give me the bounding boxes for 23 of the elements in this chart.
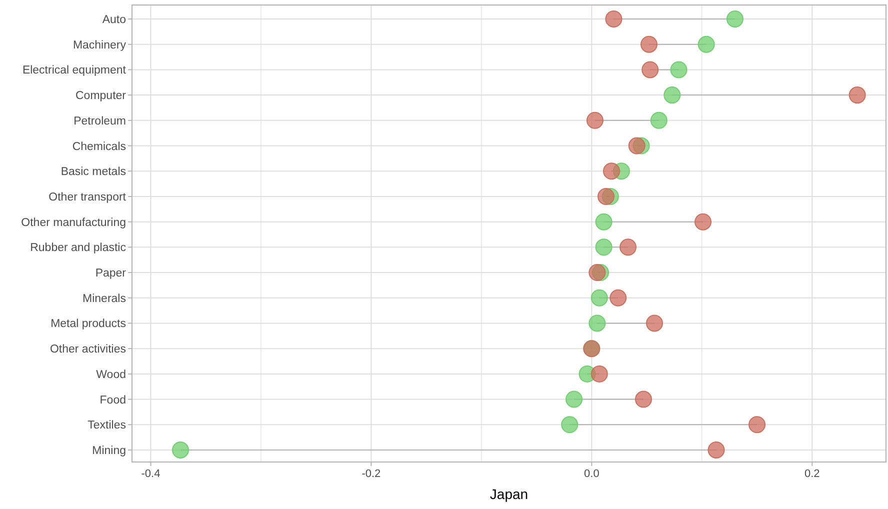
- y-tick-label: Chemicals: [72, 140, 126, 153]
- y-tick-label: Electrical equipment: [22, 64, 127, 77]
- y-tick-label: Other transport: [48, 191, 127, 204]
- y-tick-label: Basic metals: [60, 166, 126, 178]
- y-tick-label: Wood: [96, 368, 126, 381]
- y-tick-label: Rubber and plastic: [30, 242, 126, 254]
- y-tick-label: Computer: [76, 90, 126, 102]
- x-tick-label: -0.4: [141, 468, 160, 480]
- y-tick-label: Other manufacturing: [21, 216, 126, 229]
- y-tick-label: Minerals: [82, 292, 126, 305]
- y-tick-label: Mining: [92, 445, 126, 457]
- y-tick-label: Other activities: [50, 344, 126, 356]
- x-tick-label: -0.2: [362, 468, 381, 480]
- y-tick-label: Metal products: [50, 318, 126, 330]
- x-tick-label: 0.0: [584, 468, 600, 480]
- x-axis-title: Japan: [490, 486, 528, 502]
- y-tick-label: Food: [100, 394, 126, 406]
- y-tick-label: Textiles: [88, 420, 126, 432]
- y-tick-label: Paper: [95, 268, 126, 280]
- y-tick-label: Machinery: [72, 39, 126, 52]
- x-tick-label: 0.2: [804, 468, 820, 480]
- y-tick-label: Auto: [102, 14, 126, 26]
- y-tick-label: Petroleum: [74, 115, 126, 128]
